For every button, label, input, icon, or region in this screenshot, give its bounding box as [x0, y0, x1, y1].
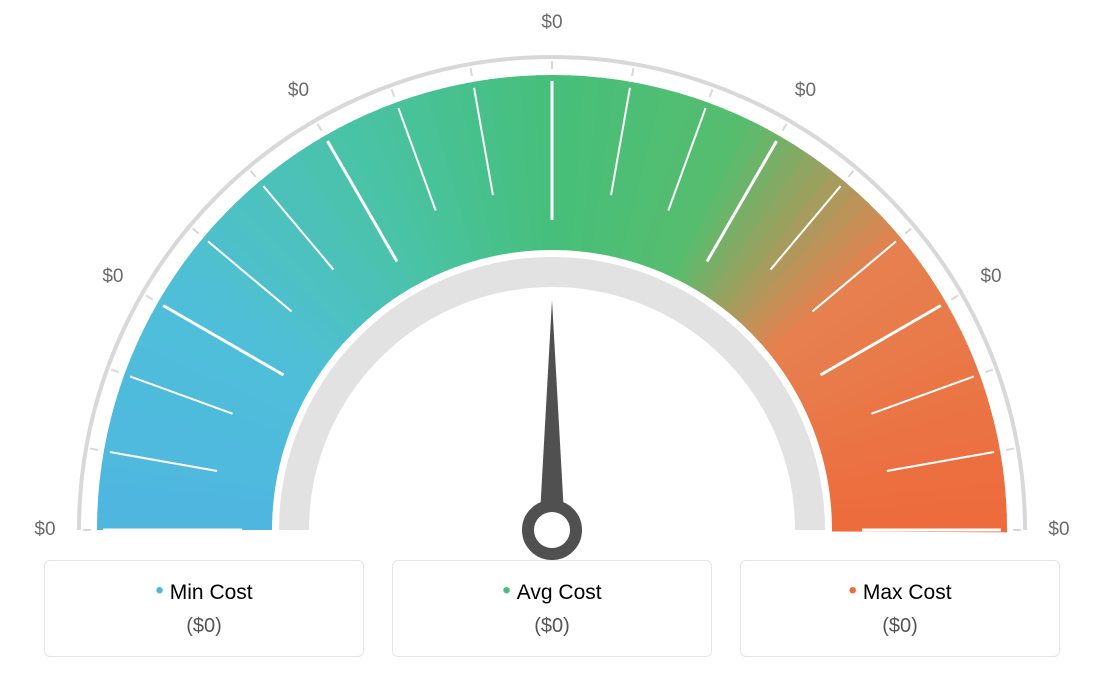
legend-title-max: • Max Cost: [741, 577, 1059, 605]
legend-card-min: • Min Cost ($0): [44, 560, 364, 657]
legend-label-max: Max Cost: [863, 581, 952, 604]
gauge-needle: [528, 300, 576, 554]
legend-label-avg: Avg Cost: [517, 581, 602, 604]
gauge-svg: [22, 10, 1082, 570]
legend-title-avg: • Avg Cost: [393, 577, 711, 605]
gauge-chart: $0 $0 $0 $0 $0 $0 $0: [0, 0, 1104, 560]
gauge-dial-label: $0: [980, 266, 1001, 288]
gauge-dial-label: $0: [795, 80, 816, 102]
gauge-dial-label: $0: [34, 519, 55, 541]
legend-value-max: ($0): [741, 615, 1059, 638]
gauge-dial-label: $0: [288, 80, 309, 102]
legend-dot-max: •: [848, 577, 856, 604]
gauge-dial-label: $0: [1048, 519, 1069, 541]
gauge-dial-label: $0: [541, 12, 562, 34]
legend-title-min: • Min Cost: [45, 577, 363, 605]
legend-label-min: Min Cost: [170, 581, 253, 604]
legend-dot-avg: •: [502, 577, 510, 604]
legend-value-min: ($0): [45, 615, 363, 638]
legend-value-avg: ($0): [393, 615, 711, 638]
legend-card-max: • Max Cost ($0): [740, 560, 1060, 657]
legend-card-avg: • Avg Cost ($0): [392, 560, 712, 657]
legend-row: • Min Cost ($0) • Avg Cost ($0) • Max Cost …: [0, 560, 1104, 657]
gauge-dial-label: $0: [102, 266, 123, 288]
legend-dot-min: •: [155, 577, 163, 604]
